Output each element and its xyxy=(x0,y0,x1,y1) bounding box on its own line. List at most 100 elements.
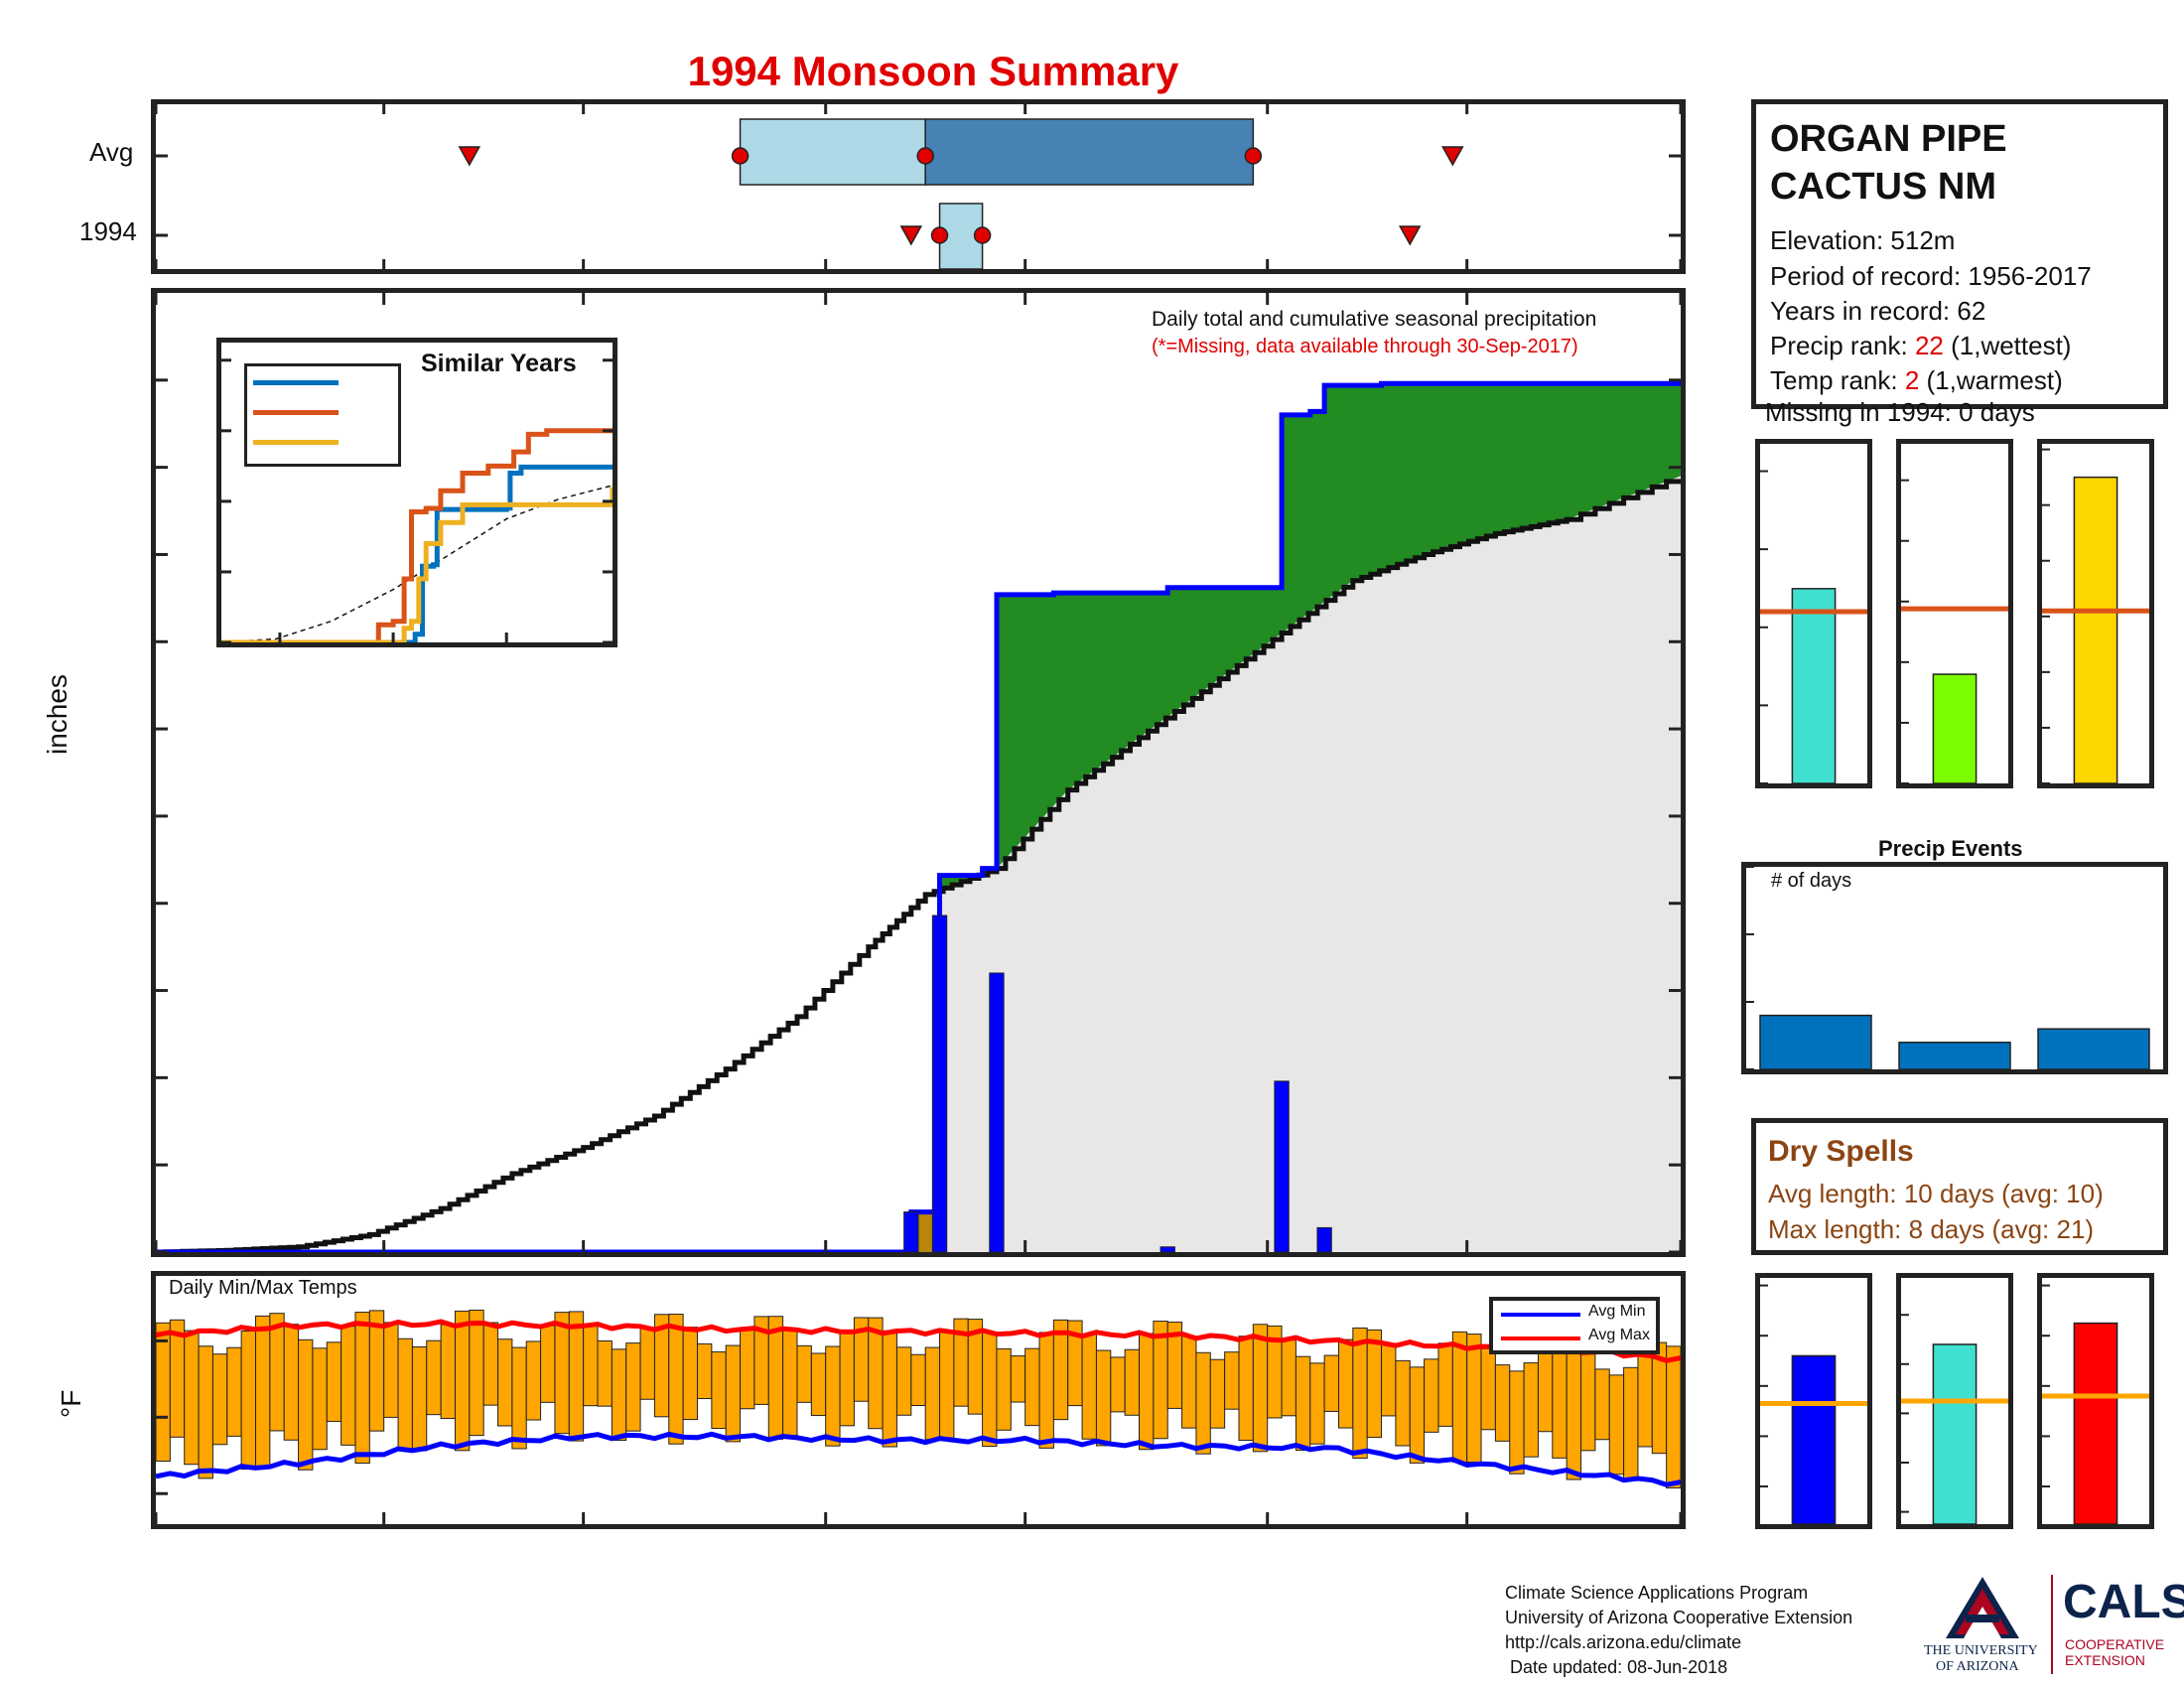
daily-temp-bar xyxy=(482,1322,499,1406)
legend-swatch-1963 xyxy=(253,410,339,415)
avg-q50-marker xyxy=(916,147,934,165)
avg-q75-marker xyxy=(1244,147,1263,165)
daily-temp-bar xyxy=(611,1348,627,1441)
daily-temp-bar xyxy=(1366,1329,1383,1439)
average-area xyxy=(939,476,1681,1252)
daily-temp-bar xyxy=(625,1342,641,1432)
dry-spells-box: Dry Spells Avg length: 10 days (avg: 10)… xyxy=(1751,1118,2168,1255)
daily-temp-bar xyxy=(767,1316,784,1440)
avg-max-legend-label: Avg Max xyxy=(1588,1327,1650,1343)
cals-logo: CALS xyxy=(2063,1576,2184,1628)
daily-temp-bar xyxy=(725,1344,742,1443)
similar-year-line-1963 xyxy=(221,428,613,642)
summary-bar-1 xyxy=(1932,673,1978,783)
daily-temp-bar xyxy=(156,1322,171,1463)
daily-temp-bar xyxy=(982,1332,998,1448)
daily-temp-bar xyxy=(1666,1345,1681,1489)
daily-temp-bar xyxy=(554,1312,570,1435)
daily-temp-bar xyxy=(1181,1336,1197,1429)
daily-temp-bar xyxy=(1594,1368,1610,1441)
timing-panel xyxy=(151,99,1686,274)
avg-q50-q75-box xyxy=(924,118,1255,186)
daily-temp-bar xyxy=(1309,1362,1325,1445)
station-name-line2: CACTUS NM xyxy=(1770,166,1996,208)
station-period: Period of record: 1956-2017 xyxy=(1770,261,2092,291)
precip-event-bar xyxy=(1898,1042,2011,1069)
daily-temp-bar xyxy=(1081,1334,1097,1440)
daily-temp-bar xyxy=(1195,1351,1211,1455)
daily-temp-bar xyxy=(1281,1339,1297,1417)
daily-temp-bar xyxy=(411,1345,428,1452)
timing-row-label-avg: Avg xyxy=(89,137,134,167)
daily-temp-bar xyxy=(639,1327,655,1400)
temp-summary-chart-0 xyxy=(1760,1284,1867,1524)
year-q50-marker xyxy=(973,226,992,244)
precip-rank-suffix: (1,wettest) xyxy=(1943,331,2072,360)
daily-temp-bar xyxy=(226,1346,242,1437)
daily-temp-bar xyxy=(1523,1362,1539,1458)
daily-temp-bar xyxy=(796,1344,812,1403)
page-title: 1994 Monsoon Summary xyxy=(687,48,1179,94)
avg-q25-q50-box xyxy=(739,118,926,186)
daily-temp-bar xyxy=(597,1339,613,1407)
dry-spells-title: Dry Spells xyxy=(1768,1135,1914,1168)
temp-rank-value: 2 xyxy=(1904,365,1920,395)
daily-temp-bar xyxy=(211,1353,228,1446)
daily-temp-bar xyxy=(326,1341,342,1423)
station-missing: Missing in 1994: 0 days xyxy=(1765,397,2035,427)
daily-temp-bar xyxy=(383,1322,399,1418)
daily-temp-bar xyxy=(1566,1337,1582,1480)
daily-temp-bar xyxy=(540,1325,556,1403)
daily-temp-bar xyxy=(368,1310,385,1432)
footer-line1: Climate Science Applications Program xyxy=(1505,1583,1809,1603)
daily-temp-bar xyxy=(454,1310,471,1452)
station-name-line1: ORGAN PIPE xyxy=(1770,118,2007,160)
daily-temp-bar xyxy=(1209,1358,1226,1429)
daily-temp-bar xyxy=(568,1311,585,1442)
temp-summary-chart-2 xyxy=(2042,1284,2149,1524)
temps-caption: Daily Min/Max Temps xyxy=(169,1277,357,1299)
daily-temp-bar xyxy=(1494,1364,1511,1442)
precip-caption: Daily total and cumulative seasonal prec… xyxy=(1152,308,1597,331)
daily-temp-bar xyxy=(1381,1343,1397,1417)
dry-spells-avg-length: Avg length: 10 days (avg: 10) xyxy=(1768,1179,2104,1208)
temps-legend: Avg Min Avg Max xyxy=(1489,1297,1660,1354)
daily-temp-bar xyxy=(440,1324,456,1420)
ua-line2: OF ARIZONA xyxy=(1936,1659,2019,1674)
daily-temp-bar xyxy=(525,1340,542,1421)
daily-temp-bar xyxy=(312,1347,328,1451)
year-first-marker xyxy=(899,225,923,246)
daily-temp-bar xyxy=(269,1313,285,1432)
daily-temp-bar xyxy=(1124,1348,1141,1416)
daily-temp-bar xyxy=(1024,1347,1040,1427)
temp-rank-suffix: (1,warmest) xyxy=(1919,365,2063,395)
daily-precip-bar xyxy=(931,914,948,1252)
coop-line1: COOPERATIVE xyxy=(2065,1636,2165,1652)
temps-chart xyxy=(156,1309,1681,1524)
daily-temp-bar xyxy=(1580,1352,1596,1452)
summary-bar-2 xyxy=(2073,476,2118,783)
timing-row-label-year: 1994 xyxy=(79,216,137,246)
legend-swatch-1994 xyxy=(253,380,339,385)
daily-temp-bar xyxy=(1623,1366,1639,1480)
avg-max-swatch xyxy=(1501,1336,1580,1340)
avg-last-marker xyxy=(1441,146,1464,167)
daily-temp-bar xyxy=(1323,1354,1339,1412)
daily-precip-bar xyxy=(1316,1226,1332,1252)
coop-line2: EXTENSION xyxy=(2065,1652,2145,1668)
daily-temp-bar xyxy=(1451,1331,1468,1463)
precip-events-chart xyxy=(1746,867,2150,1069)
daily-temp-bar xyxy=(668,1314,684,1445)
temp-summary-bar-0 xyxy=(1791,1354,1837,1524)
daily-temp-bar xyxy=(1637,1351,1653,1448)
daily-temp-bar xyxy=(740,1329,755,1410)
avg-q25-marker xyxy=(731,147,750,165)
daily-temp-bar xyxy=(696,1342,713,1400)
temp-rank-prefix: Temp rank: xyxy=(1770,365,1905,395)
ua-line1: THE UNIVERSITY xyxy=(1924,1643,2038,1658)
daily-temp-bar xyxy=(354,1312,370,1465)
similar-years-legend xyxy=(244,363,401,467)
daily-temp-bar xyxy=(1238,1336,1254,1442)
temp-summary-chart-1 xyxy=(1901,1314,2008,1524)
precip-ylabel: inches xyxy=(42,674,72,755)
